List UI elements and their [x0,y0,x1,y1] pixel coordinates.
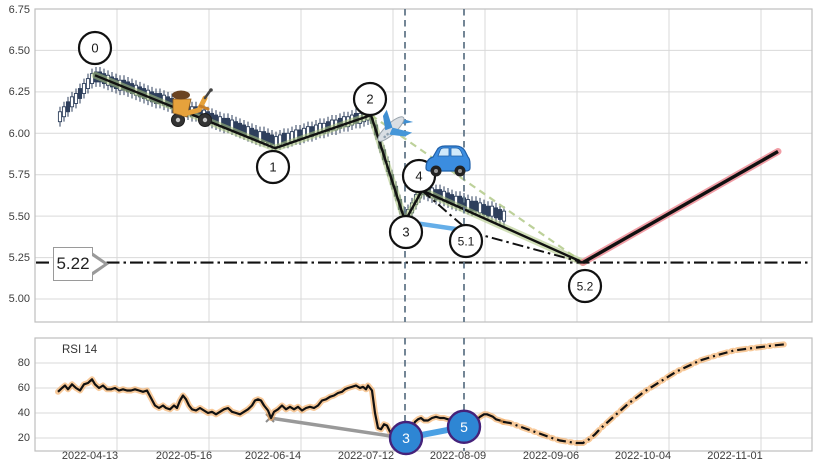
wave-label-2 [352,81,388,117]
rsi-axis-label: 20 [17,432,30,444]
date-axis-label: 2022-11-01 [707,450,763,462]
rsi-axis-label: 40 [17,407,30,419]
car-icon [422,141,472,179]
rsi-axis-label: 60 [17,382,30,394]
price-level-callout: 5.22 [53,247,93,281]
date-axis-label: 2022-04-13 [61,450,119,462]
date-axis-label: 2022-05-16 [155,450,213,462]
price-level-value: 5.22 [56,254,90,273]
rsi-marker-5 [446,409,482,444]
scooter-icon [166,82,214,128]
wave-label-5.2 [567,268,603,304]
wave-label-text: 0 [91,41,98,56]
price-axis-label: 5.25 [8,252,30,264]
rsi-axis-label: 80 [17,357,30,369]
rsi-marker-3 [388,420,424,456]
price-axis-label: 6.25 [8,86,30,98]
wave-label-text: 4 [415,169,422,184]
wave-label-3 [388,214,424,250]
date-axis-label: 2022-08-09 [429,450,487,462]
date-axis-label: 2022-06-14 [244,450,302,462]
airplane-icon [368,106,414,152]
price-axis-label: 6.75 [8,4,30,16]
wave-label-text: 1 [269,160,276,175]
wave-label-text: 5.2 [577,280,594,294]
wave-label-0 [77,30,113,66]
rsi-marker-label: 3 [402,430,410,446]
price-axis-label: 6.50 [8,45,30,57]
wave-label-text: 3 [402,225,409,240]
wave-label-text: 5.1 [458,235,475,249]
price-axis-label: 5.00 [8,293,30,305]
wave-label-text: 2 [366,92,373,107]
wave-label-1 [255,149,291,185]
date-axis-label: 2022-10-04 [614,450,672,462]
price-axis-label: 5.75 [8,169,30,181]
date-axis-label: 2022-09-06 [522,450,580,462]
rsi-panel-title: RSI 14 [62,344,98,356]
rsi-marker-label: 5 [460,419,468,435]
price-axis-label: 5.50 [8,211,30,223]
date-axis-label: 2022-07-12 [337,450,395,462]
price-axis-label: 6.00 [8,128,30,140]
wave-label-5.1 [448,223,484,259]
